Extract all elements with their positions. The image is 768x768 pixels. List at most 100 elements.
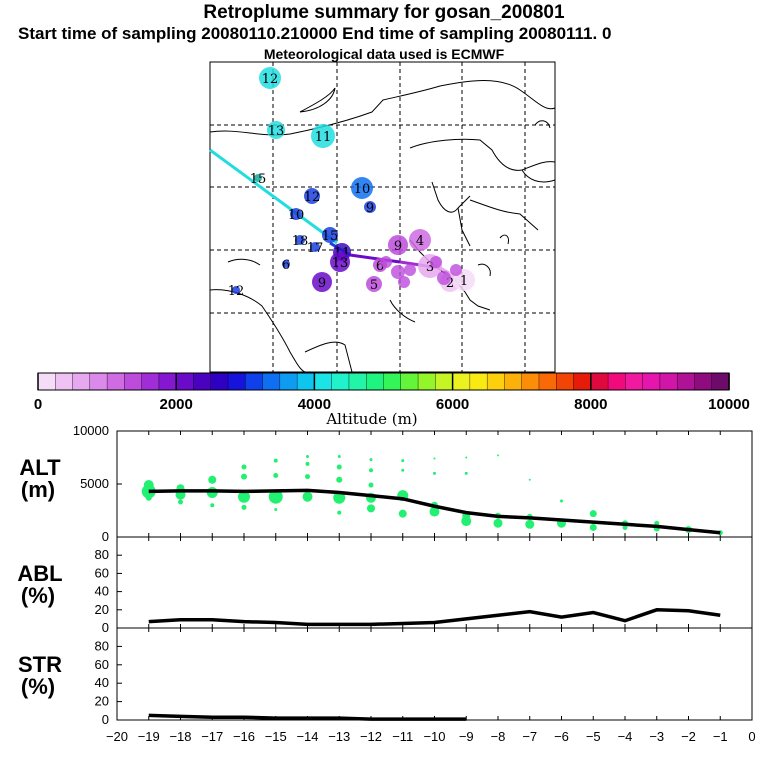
map-cluster-circle <box>282 260 290 268</box>
altitude-cluster-point <box>273 473 279 479</box>
colorbar-cell <box>417 372 437 391</box>
y-tick-label: 20 <box>95 694 109 709</box>
x-tick-label: −13 <box>328 729 350 744</box>
map-cluster-label: 1 <box>460 274 468 289</box>
altitude-cluster-point <box>367 504 375 513</box>
map-cluster-label: 17 <box>307 241 324 256</box>
map-cluster-circle <box>398 276 410 288</box>
map-graticule <box>210 62 555 372</box>
colorbar-cell <box>590 372 609 391</box>
map-cluster-circle <box>290 208 302 220</box>
y-tick-label: 0 <box>102 712 109 727</box>
colorbar-cell <box>141 372 160 391</box>
map-cluster-circle <box>330 252 350 272</box>
panel-unit-label: (%) <box>21 583 55 608</box>
colorbar-cell <box>262 372 281 391</box>
altitude-cluster-point <box>433 457 436 460</box>
map-cluster-label: 18 <box>292 234 309 249</box>
colorbar-cell <box>296 372 316 391</box>
colorbar-cell <box>383 372 402 391</box>
y-tick-label: 40 <box>95 584 109 599</box>
y-tick-label: 10000 <box>73 423 109 438</box>
colorbar-cell <box>366 372 385 391</box>
ABL-fraction-line <box>148 608 721 627</box>
stratospheric-fraction-line <box>148 713 467 721</box>
colorbar-cell <box>642 372 661 391</box>
altitude-cluster-point <box>401 459 405 463</box>
map-cluster-label: 3 <box>426 260 434 275</box>
met-data-label: Meteorological data used is ECMWF <box>263 46 505 62</box>
colorbar-cell <box>400 372 419 391</box>
y-tick-label: 80 <box>95 547 109 562</box>
panel-label: ALT <box>19 455 61 480</box>
altitude-cluster-point <box>210 503 215 508</box>
map-cluster-circle <box>388 235 408 255</box>
y-tick-label: 0 <box>102 620 109 635</box>
colorbar-tick-label: 4000 <box>298 396 331 413</box>
x-tick-label: −3 <box>649 729 664 744</box>
map-cluster-circle <box>322 227 338 243</box>
x-tick-label: −11 <box>392 729 413 744</box>
colorbar-cell <box>279 372 298 391</box>
map-cluster-label: 2 <box>446 276 454 291</box>
panel-frame <box>116 627 753 721</box>
map-cluster-label: 6 <box>376 259 384 274</box>
map-cluster-circle <box>437 271 451 285</box>
altitude-cluster-point <box>178 499 183 505</box>
colorbar-cell <box>55 372 74 391</box>
altitude-cluster-point <box>305 474 310 480</box>
y-tick-label: 80 <box>95 638 109 653</box>
map-frame <box>209 61 556 373</box>
altitude-cluster-point <box>497 454 499 457</box>
map-cluster-circle <box>259 67 281 89</box>
colorbar-cell <box>314 372 333 391</box>
altitude-cluster-point <box>589 510 597 518</box>
map-cluster-circle <box>430 256 442 268</box>
colorbar-cell <box>607 372 627 391</box>
altitude-cluster-point <box>274 507 278 511</box>
panel-unit-label: (m) <box>21 477 55 502</box>
colorbar-cell <box>193 372 212 391</box>
colorbar-cell <box>676 372 696 391</box>
altitude-cluster-point <box>401 468 405 472</box>
y-tick-label: 20 <box>95 602 109 617</box>
x-tick-label: 0 <box>748 729 755 744</box>
y-tick-label: 40 <box>95 675 109 690</box>
altitude-cluster-point <box>429 506 440 517</box>
altitude-cluster-point <box>433 471 436 475</box>
colorbar-cell <box>245 372 264 391</box>
map-cluster-circle <box>312 272 332 292</box>
altitude-cluster-point <box>369 458 373 462</box>
map-cluster-circle <box>380 256 392 268</box>
colorbar-cell <box>435 372 454 391</box>
altitude-cluster-point <box>333 491 346 504</box>
y-tick-label: 0 <box>102 529 109 544</box>
colorbar-cell <box>573 372 592 391</box>
colorbar-cell <box>331 372 350 391</box>
map-cluster-circle <box>351 177 373 199</box>
altitude-cluster-point <box>337 454 341 458</box>
colorbar: 0 2000 4000 6000 8000 10000 Altitude (m) <box>34 372 750 428</box>
altitude-cluster-point <box>241 504 247 510</box>
altitude-cluster-point <box>145 494 152 501</box>
y-tick-label: 5000 <box>80 476 109 491</box>
map-cluster-label: 12 <box>262 72 279 87</box>
map-cluster-label: 4 <box>416 234 424 249</box>
panel-abl: 0 20 40 60 80 ABL(%) <box>17 536 753 635</box>
map-cluster-circle <box>364 201 376 213</box>
x-tick-label: −16 <box>233 729 255 744</box>
map-cluster-label: 9 <box>394 239 402 254</box>
map-cluster-label: 13 <box>268 124 285 139</box>
altitude-cluster-point <box>589 523 597 531</box>
altitude-cluster-point <box>273 458 278 463</box>
map-cluster-label: 15 <box>250 172 267 187</box>
x-tick-label: −10 <box>423 729 445 744</box>
altitude-cluster-point <box>241 473 247 480</box>
colorbar-cell <box>538 372 557 391</box>
altitude-cluster-point <box>336 464 342 470</box>
panel-alt: 0 5000 10000 ALT(m) <box>19 423 753 544</box>
x-tick-label: −18 <box>169 729 191 744</box>
y-tick-label: 60 <box>95 565 109 580</box>
altitude-cluster-point <box>302 491 313 502</box>
